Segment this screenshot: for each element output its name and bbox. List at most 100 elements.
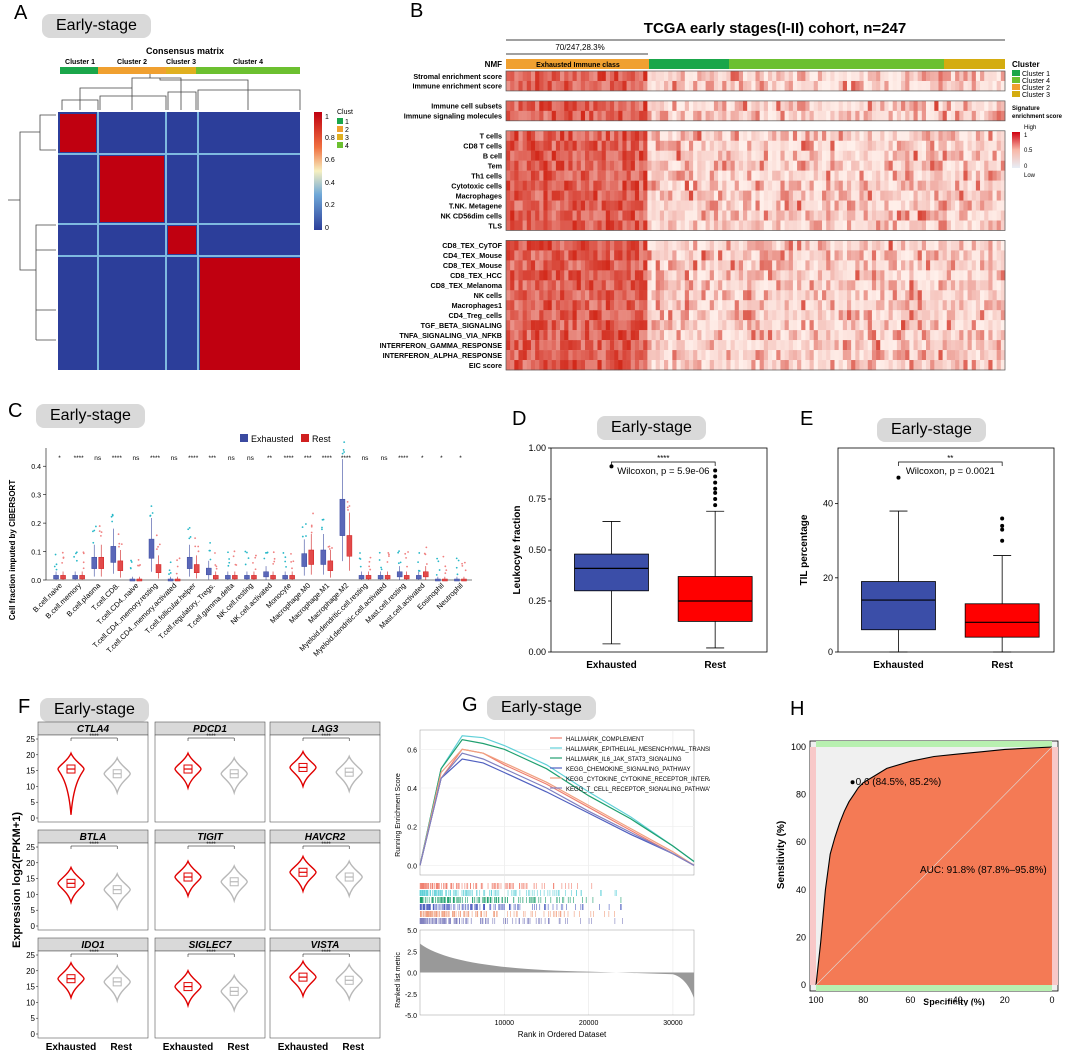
heatmap-cell xyxy=(701,340,706,351)
heatmap-cell xyxy=(925,200,931,211)
heatmap-cell xyxy=(963,340,968,351)
heatmap-cell xyxy=(830,200,835,211)
heatmap-cell xyxy=(651,160,656,171)
heatmap-cell xyxy=(543,71,548,82)
heatmap-cell xyxy=(709,310,715,321)
heatmap-cell xyxy=(576,210,582,221)
heatmap-cell xyxy=(593,210,598,221)
panel-g-gsea-plot: Running Enrichment Score Ranked list met… xyxy=(395,729,710,1039)
heatmap-cell xyxy=(738,250,744,261)
heatmap-cell xyxy=(634,140,640,151)
box xyxy=(98,556,104,569)
heatmap-cell xyxy=(863,160,869,171)
heatmap-cell xyxy=(551,100,557,112)
heatmap-cell xyxy=(593,300,598,311)
y-tick-label: 0.6 xyxy=(407,747,417,754)
panel-e-tag: Early-stage xyxy=(877,418,986,442)
heatmap-cell xyxy=(722,280,727,291)
heatmap-cell xyxy=(755,300,760,311)
heatmap-cell xyxy=(676,340,681,351)
heatmap-cell xyxy=(609,300,615,311)
heatmap-cell xyxy=(917,270,923,281)
heatmap-cell xyxy=(876,71,881,82)
heatmap-cell xyxy=(722,260,727,271)
heatmap-cell xyxy=(813,180,819,191)
outlier-point xyxy=(346,506,349,509)
heatmap-cell xyxy=(510,310,515,321)
heatmap-cell xyxy=(605,130,611,141)
heatmap-cell xyxy=(980,150,985,161)
heatmap-cell xyxy=(526,360,532,371)
heatmap-cell xyxy=(788,100,794,112)
heatmap-cell xyxy=(767,160,773,171)
heatmap-cell xyxy=(801,80,806,92)
heatmap-cell xyxy=(921,220,927,231)
outlier-point xyxy=(188,526,191,529)
heatmap-cell xyxy=(572,150,577,161)
heatmap-cell xyxy=(626,240,632,251)
heatmap-cell xyxy=(634,360,640,371)
heatmap-cell xyxy=(564,330,569,341)
heatmap-cell xyxy=(1000,360,1006,371)
heatmap-cell xyxy=(925,240,931,251)
heatmap-cell xyxy=(888,280,894,291)
heatmap-cell xyxy=(921,210,927,221)
heatmap-cell xyxy=(955,180,960,191)
heatmap-cell xyxy=(842,310,848,321)
heatmap-cell xyxy=(630,160,636,171)
heatmap-cell xyxy=(992,180,997,191)
heatmap-cell xyxy=(871,140,877,151)
heatmap-cell xyxy=(792,170,798,181)
heatmap-cell xyxy=(526,210,532,221)
heatmap-cell xyxy=(659,110,665,122)
heatmap-cell xyxy=(601,340,607,351)
heatmap-cell xyxy=(797,280,802,291)
heatmap-cell xyxy=(980,360,985,371)
heatmap-cell xyxy=(526,170,532,181)
heatmap-cell xyxy=(763,340,769,351)
heatmap-cell xyxy=(901,170,906,181)
heatmap-cell xyxy=(963,140,968,151)
heatmap-cell xyxy=(950,340,956,351)
heatmap-cell xyxy=(896,220,902,231)
heatmap-cell xyxy=(676,300,681,311)
heatmap-cell xyxy=(601,140,607,151)
heatmap-cell xyxy=(809,260,815,271)
heatmap-cell xyxy=(560,71,565,82)
heatmap-cell xyxy=(572,200,577,211)
es-curve xyxy=(419,739,695,866)
box xyxy=(964,603,1040,638)
legend-item: 4 xyxy=(345,143,349,150)
heatmap-cell xyxy=(925,80,931,92)
heatmap-cell xyxy=(718,200,723,211)
heatmap-cell xyxy=(643,330,648,341)
heatmap-cell xyxy=(580,200,586,211)
heatmap-cell xyxy=(518,330,523,341)
heatmap-cell xyxy=(593,250,598,261)
heatmap-cell xyxy=(913,270,918,281)
heatmap-cell xyxy=(905,260,910,271)
heatmap-cell xyxy=(751,80,756,92)
heatmap-cell xyxy=(718,240,723,251)
heatmap-cell xyxy=(913,260,918,271)
heatmap-cell xyxy=(938,130,943,141)
heatmap-cell xyxy=(734,340,740,351)
heatmap-cell xyxy=(984,180,989,191)
heatmap-cell xyxy=(589,280,594,291)
heatmap-cell xyxy=(763,190,769,201)
heatmap-cell xyxy=(905,360,910,371)
heatmap-cell xyxy=(555,180,561,191)
heatmap-cell xyxy=(510,350,515,361)
heatmap-cell xyxy=(913,320,918,331)
heatmap-cell xyxy=(609,140,615,151)
heatmap-cell xyxy=(659,80,665,92)
heatmap-cell xyxy=(834,150,839,161)
box xyxy=(167,578,174,582)
heatmap-cell xyxy=(672,140,677,151)
heatmap-cell xyxy=(913,180,918,191)
heatmap-cell xyxy=(551,250,557,261)
heatmap-cell xyxy=(938,160,943,171)
heatmap-cell xyxy=(651,190,656,201)
heatmap-cell xyxy=(718,260,723,271)
heatmap-cell xyxy=(597,280,602,291)
